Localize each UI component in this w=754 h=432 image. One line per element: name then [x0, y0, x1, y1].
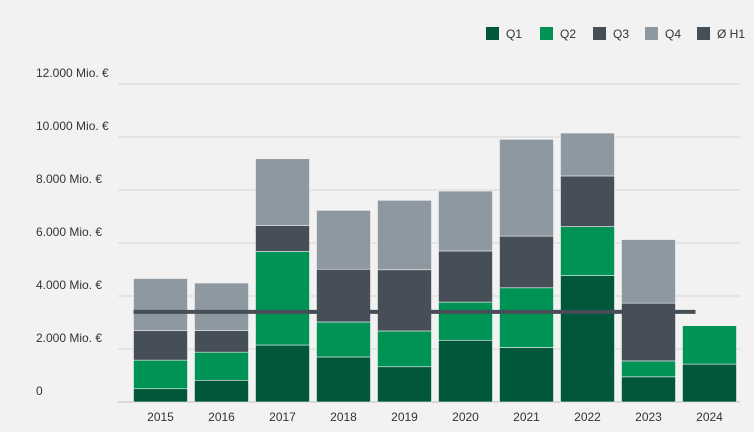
- bar-segment-q4: [255, 158, 310, 226]
- x-tick-label: 2024: [696, 410, 723, 424]
- bar-segment-q4: [560, 132, 615, 177]
- x-tick-label: 2021: [513, 410, 540, 424]
- bar-segment-q4: [194, 282, 249, 331]
- bar-segment-q2: [621, 360, 676, 378]
- legend-swatch: [486, 27, 499, 40]
- bar-segment-q3: [316, 268, 371, 323]
- y-tick-label: 8.000 Mio. €: [36, 172, 102, 186]
- bar-segment-q3: [560, 175, 615, 227]
- legend-label: Ø H1: [717, 27, 745, 41]
- bar-segment-q3: [194, 330, 249, 353]
- x-tick-label: 2022: [574, 410, 601, 424]
- bar-segment-q1: [682, 363, 737, 403]
- bar-segment-q3: [438, 250, 493, 303]
- x-tick-label: 2018: [330, 410, 357, 424]
- bar-segment-q4: [133, 278, 188, 332]
- bar-segment-q2: [133, 359, 188, 390]
- x-tick-label: 2019: [391, 410, 418, 424]
- bars: [133, 132, 737, 403]
- bar-segment-q1: [194, 379, 249, 403]
- bar-segment-q2: [377, 330, 432, 368]
- bar-segment-q2: [560, 226, 615, 276]
- bar-segment-q1: [255, 344, 310, 403]
- bar-segment-q3: [255, 225, 310, 252]
- bar-segment-q2: [438, 301, 493, 341]
- bar-segment-q4: [438, 190, 493, 252]
- bar-segment-q1: [560, 275, 615, 403]
- x-tick-label: 2015: [147, 410, 174, 424]
- bar-segment-q1: [377, 366, 432, 403]
- y-tick-label: 0: [36, 384, 43, 398]
- x-tick-label: 2016: [208, 410, 235, 424]
- y-tick-label: 12.000 Mio. €: [36, 66, 109, 80]
- x-axis-labels: 2015 2016 2017 2018 2019 2020 2021 2022 2023 2024: [147, 410, 723, 424]
- bar-segment-q1: [499, 347, 554, 403]
- x-tick-label: 2023: [635, 410, 662, 424]
- bar-segment-q4: [316, 210, 371, 270]
- legend-label: Q1: [506, 27, 522, 41]
- bar-segment-q2: [499, 287, 554, 348]
- legend[interactable]: Q1 Q2 Q3 Q4 Ø H1: [486, 27, 745, 41]
- legend-swatch: [645, 27, 658, 40]
- bar-segment-q1: [133, 388, 188, 403]
- legend-label: Q2: [560, 27, 576, 41]
- bar-segment-q2: [682, 325, 737, 365]
- y-tick-label: 6.000 Mio. €: [36, 225, 102, 239]
- legend-swatch: [540, 27, 553, 40]
- legend-label: Q4: [665, 27, 681, 41]
- bar-segment-q4: [499, 139, 554, 237]
- y-axis-labels: 0 2.000 Mio. € 4.000 Mio. € 6.000 Mio. € 8.0…: [36, 66, 109, 398]
- bar-segment-q3: [499, 235, 554, 289]
- bar-segment-q2: [255, 251, 310, 346]
- bar-segment-q1: [438, 339, 493, 403]
- bar-segment-q4: [377, 200, 432, 271]
- bar-segment-q1: [621, 376, 676, 403]
- bar-segment-q2: [316, 321, 371, 358]
- bar-segment-q3: [377, 269, 432, 332]
- bar-segment-q2: [194, 351, 249, 381]
- bar-segment-q4: [621, 239, 676, 304]
- y-tick-label: 2.000 Mio. €: [36, 331, 102, 345]
- bar-segment-q1: [316, 356, 371, 403]
- y-tick-label: 10.000 Mio. €: [36, 119, 109, 133]
- y-tick-label: 4.000 Mio. €: [36, 278, 102, 292]
- x-tick-label: 2017: [269, 410, 296, 424]
- legend-label: Q3: [613, 27, 629, 41]
- legend-swatch: [697, 27, 710, 40]
- bar-segment-q3: [133, 330, 188, 361]
- legend-swatch: [593, 27, 606, 40]
- x-tick-label: 2020: [452, 410, 479, 424]
